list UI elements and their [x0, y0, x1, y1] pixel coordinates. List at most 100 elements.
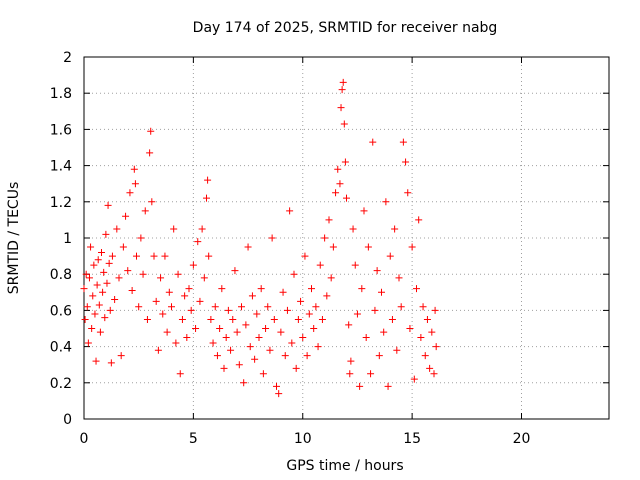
y-tick-label: 1: [63, 231, 72, 247]
data-point: [332, 189, 340, 197]
data-point: [185, 285, 193, 293]
data-point: [152, 297, 160, 305]
data-point: [91, 310, 99, 318]
data-point: [231, 267, 239, 275]
y-tick-label: 0.2: [50, 376, 72, 392]
data-point: [189, 261, 197, 269]
data-point: [314, 343, 322, 351]
data-point: [211, 303, 219, 311]
data-point: [92, 357, 100, 365]
data-point: [157, 274, 165, 282]
data-point: [198, 225, 206, 233]
data-point: [174, 270, 182, 278]
data-point: [106, 306, 114, 314]
data-point: [165, 288, 173, 296]
data-point: [277, 328, 285, 336]
data-point: [248, 292, 256, 300]
data-point: [148, 198, 156, 206]
data-point: [294, 315, 302, 323]
data-point: [283, 306, 291, 314]
data-point: [235, 361, 243, 369]
data-point: [200, 274, 208, 282]
data-point: [431, 306, 439, 314]
data-point: [88, 325, 96, 332]
data-point: [318, 315, 326, 323]
data-point: [268, 234, 276, 242]
data-point: [426, 364, 434, 372]
data-point: [343, 194, 350, 202]
x-tick-label: 5: [189, 431, 198, 447]
data-point: [257, 285, 265, 293]
data-point: [117, 352, 125, 360]
data-point: [288, 339, 296, 347]
x-tick-label: 20: [513, 431, 531, 447]
data-point: [187, 306, 195, 314]
data-point: [393, 346, 401, 354]
data-point: [96, 328, 104, 336]
y-axis: 0 0.2 0.4 0.6 0.8 1 1.2 1.4 1.6 1.8 2: [50, 50, 609, 428]
data-point: [87, 243, 95, 251]
data-point: [299, 334, 307, 342]
data-point: [415, 216, 423, 224]
data-point: [224, 306, 232, 314]
data-point: [327, 274, 335, 282]
data-point: [262, 325, 270, 332]
data-point: [83, 303, 91, 311]
data-point: [406, 325, 414, 332]
data-point: [367, 370, 375, 378]
data-point: [255, 334, 263, 342]
data-point: [124, 267, 132, 275]
data-point: [369, 138, 377, 146]
data-point: [323, 292, 331, 300]
data-point: [242, 321, 250, 329]
y-tick-label: 0.8: [50, 267, 72, 283]
data-point: [275, 390, 283, 398]
data-point: [290, 270, 298, 278]
data-point: [154, 346, 162, 354]
data-point: [244, 243, 252, 251]
data-point: [337, 104, 345, 112]
data-point: [358, 285, 366, 293]
y-tick-label: 2: [63, 50, 72, 66]
data-point: [310, 325, 318, 332]
data-point: [380, 328, 388, 336]
data-point: [391, 225, 399, 233]
data-point: [334, 165, 342, 173]
data-point: [147, 127, 155, 135]
data-point: [264, 303, 272, 311]
data-point: [204, 176, 212, 184]
data-point: [240, 379, 248, 387]
data-point: [218, 285, 226, 293]
data-point: [115, 274, 123, 282]
data-point: [178, 315, 186, 323]
data-point: [104, 201, 112, 209]
data-point: [338, 86, 346, 94]
data-point: [176, 370, 184, 378]
data-point: [103, 279, 111, 287]
data-point: [321, 234, 329, 242]
data-point: [203, 194, 210, 202]
data-point: [388, 315, 396, 323]
data-point: [172, 339, 180, 347]
data-point: [325, 216, 333, 224]
data-point: [141, 207, 149, 215]
data-point: [130, 165, 138, 173]
data-point: [81, 315, 89, 323]
data-point: [432, 343, 440, 351]
data-point: [305, 310, 313, 318]
data-point: [135, 303, 143, 311]
data-point: [270, 315, 278, 323]
data-point: [93, 281, 101, 289]
data-point: [395, 274, 403, 282]
data-point: [80, 285, 88, 293]
data-point: [163, 328, 171, 336]
data-point: [279, 288, 287, 296]
data-point: [421, 352, 429, 360]
data-point: [312, 303, 320, 311]
data-point: [227, 346, 235, 354]
plot-area-border: [83, 56, 610, 420]
data-point: [373, 267, 381, 275]
data-point: [402, 158, 410, 166]
data-point: [246, 343, 254, 351]
data-point: [98, 248, 105, 256]
